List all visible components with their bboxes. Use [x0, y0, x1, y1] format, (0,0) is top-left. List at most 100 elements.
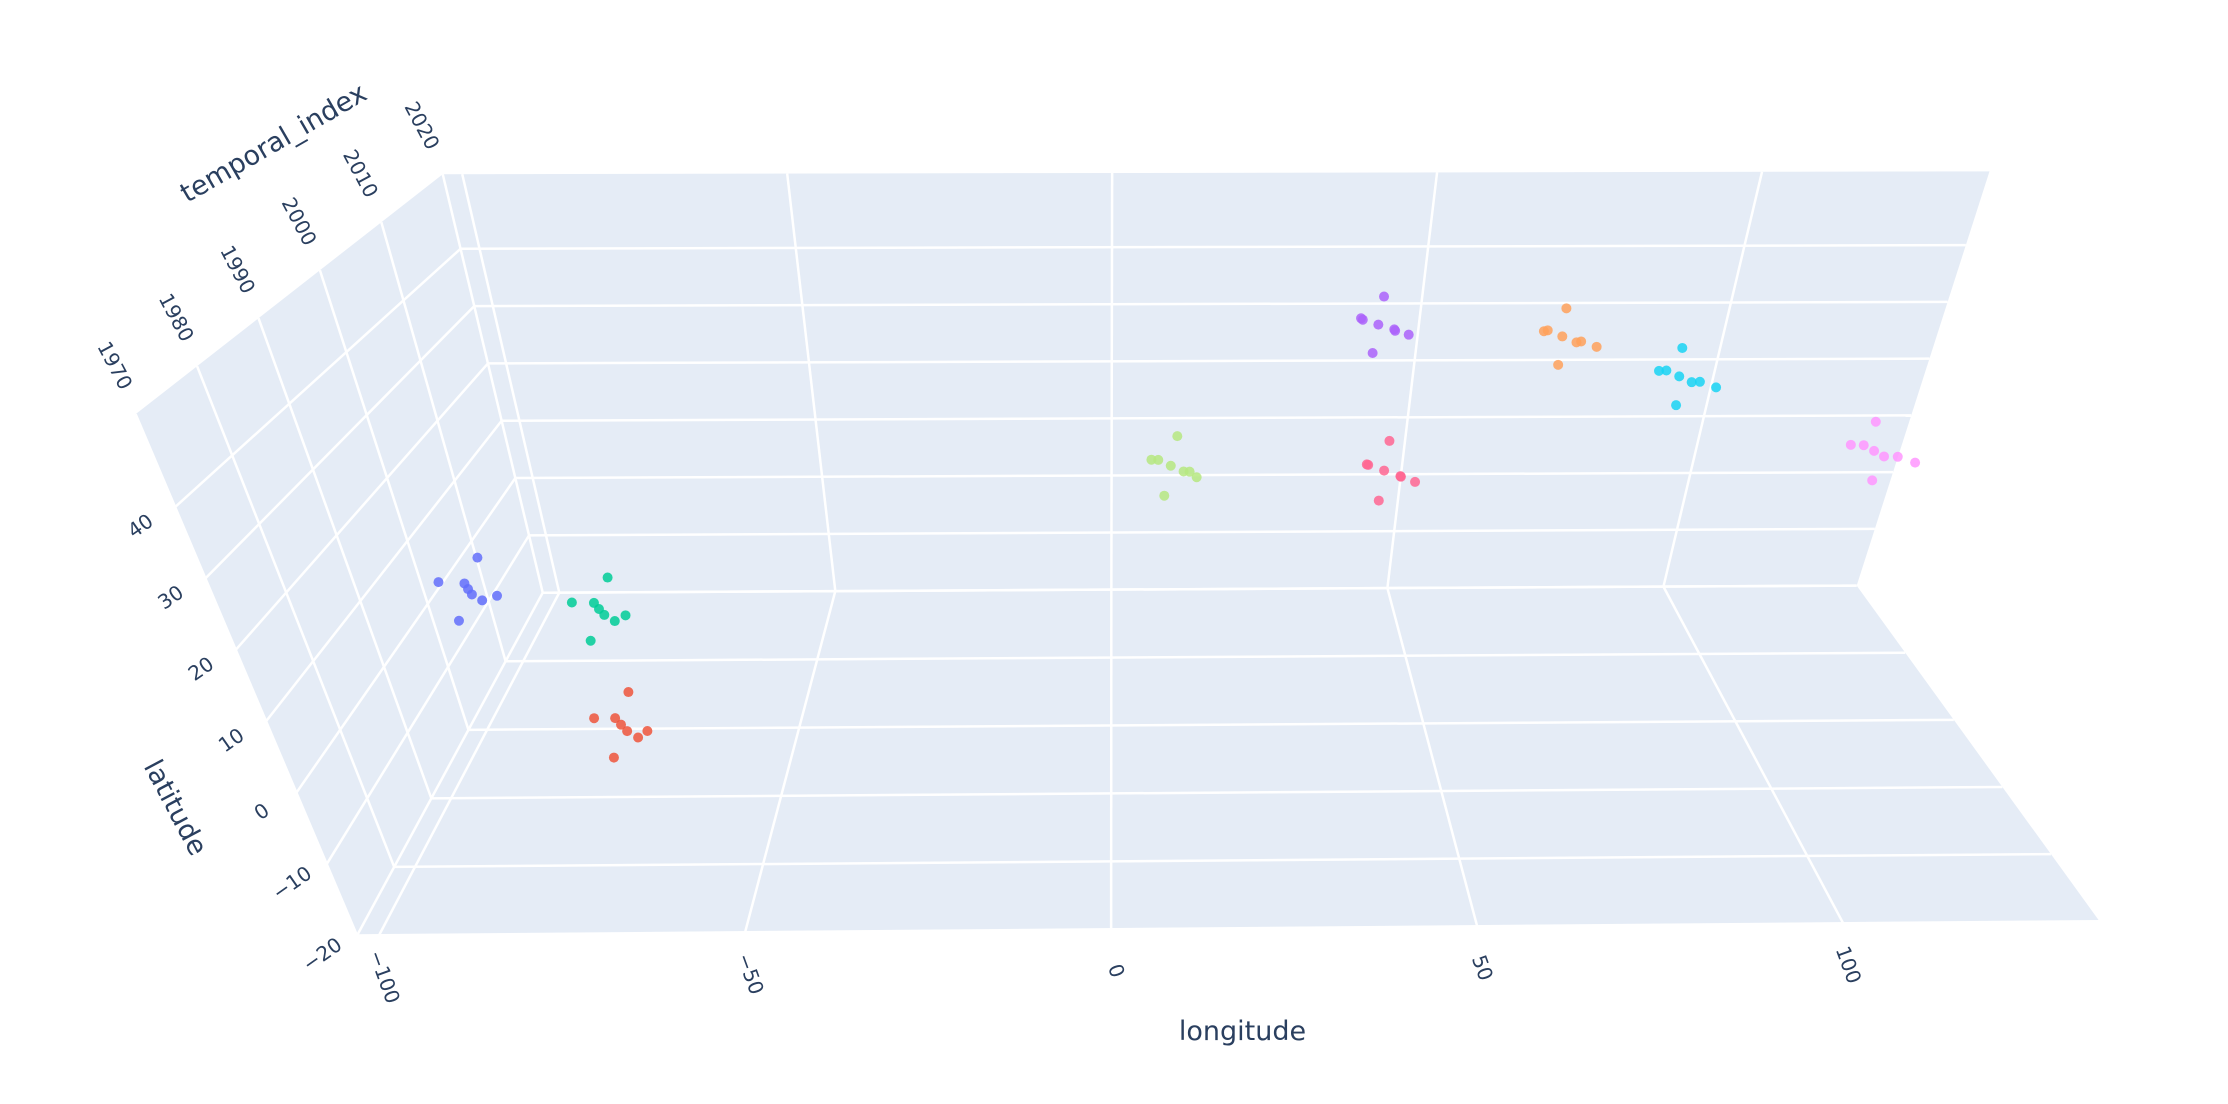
z-tick-label: 1990 [215, 241, 260, 297]
point [620, 610, 631, 621]
point [492, 590, 503, 601]
y-grid-line [460, 243, 1966, 251]
point [1674, 371, 1685, 382]
point [588, 597, 599, 608]
point [1356, 313, 1367, 324]
z-tick-label: 1970 [92, 337, 137, 393]
point [622, 726, 633, 737]
point [1869, 445, 1880, 456]
scene-faces [135, 171, 2100, 936]
y-grid-line [474, 300, 1948, 308]
z-grid-line [542, 584, 1857, 594]
point [1403, 329, 1414, 340]
z-axis-title: temporal_index [175, 78, 372, 210]
z-grid-line [394, 852, 2051, 869]
point [1870, 416, 1881, 427]
point [1677, 342, 1688, 353]
y-tick-label: −10 [268, 861, 316, 905]
point [1910, 457, 1921, 468]
z-grid-line [257, 317, 433, 799]
point [1159, 490, 1170, 501]
z-tick-label: 1980 [154, 289, 199, 345]
y-tick-label: 0 [249, 798, 273, 825]
y-grid-line [355, 592, 544, 937]
x-tick-label: 100 [1831, 943, 1867, 987]
y-axis-title: latitude [137, 755, 213, 861]
x-grid-line [743, 590, 837, 933]
z-grid-line [357, 919, 2100, 937]
point [1184, 466, 1195, 477]
point [1561, 303, 1572, 314]
y-grid-line [174, 247, 462, 508]
point [1172, 431, 1183, 442]
y-tick-label: −20 [298, 932, 346, 976]
point [1858, 440, 1869, 451]
left-face [135, 174, 543, 936]
point [1686, 377, 1697, 388]
back-face [442, 171, 1990, 593]
point [602, 572, 613, 583]
point [1395, 471, 1406, 482]
x-tick-label: −50 [732, 950, 769, 998]
point [477, 595, 488, 606]
points [433, 291, 1921, 763]
z-grid-line [441, 173, 544, 593]
z-grid-line [380, 221, 507, 662]
y-grid-line [487, 357, 1930, 365]
point [589, 713, 600, 724]
point [1557, 331, 1568, 342]
x-grid-line [1662, 171, 1764, 587]
y-grid-line [515, 470, 1894, 480]
point [642, 725, 653, 736]
point [566, 597, 577, 608]
point [609, 616, 620, 627]
x-tick-label: −100 [364, 947, 405, 1007]
point [1165, 460, 1176, 471]
y-grid-line [234, 362, 489, 651]
point [472, 552, 483, 563]
point [1553, 359, 1564, 370]
point [1711, 382, 1722, 393]
y-grid-line [501, 414, 1912, 422]
y-tick-label: 20 [184, 651, 219, 685]
x-tick-label: 50 [1467, 952, 1498, 984]
point [1384, 435, 1395, 446]
point [1191, 472, 1202, 483]
point [599, 609, 610, 620]
point [1661, 365, 1672, 376]
point [1571, 337, 1582, 348]
grid [134, 171, 2100, 937]
point [1879, 451, 1890, 462]
z-tick-label: 2010 [338, 145, 383, 201]
point [1694, 376, 1705, 387]
point [1542, 325, 1553, 336]
point [623, 687, 634, 698]
z-tick-label: 2020 [400, 97, 445, 153]
y-grid-line [325, 534, 531, 865]
point [1373, 319, 1384, 330]
point [1379, 291, 1390, 302]
z-grid-line [431, 785, 2003, 800]
point [585, 635, 596, 646]
x-tick-label: 0 [1103, 961, 1130, 981]
x-grid-line [1386, 172, 1439, 589]
point [466, 589, 477, 600]
point [633, 732, 644, 743]
point [1671, 400, 1682, 411]
point [616, 719, 627, 730]
z-grid-line [195, 365, 396, 868]
y-tick-label: 40 [123, 509, 158, 543]
y-grid-line [529, 527, 1875, 537]
point [1410, 476, 1421, 487]
point [1654, 365, 1665, 376]
point [1373, 495, 1384, 506]
y-grid-line [265, 419, 503, 723]
x-grid-line [1386, 587, 1479, 927]
z-grid-line [318, 269, 470, 731]
y-grid-line [295, 477, 517, 794]
x-grid-line [785, 173, 837, 592]
x-grid-line [461, 173, 561, 593]
point [1146, 454, 1157, 465]
y-grid-line [204, 305, 476, 580]
